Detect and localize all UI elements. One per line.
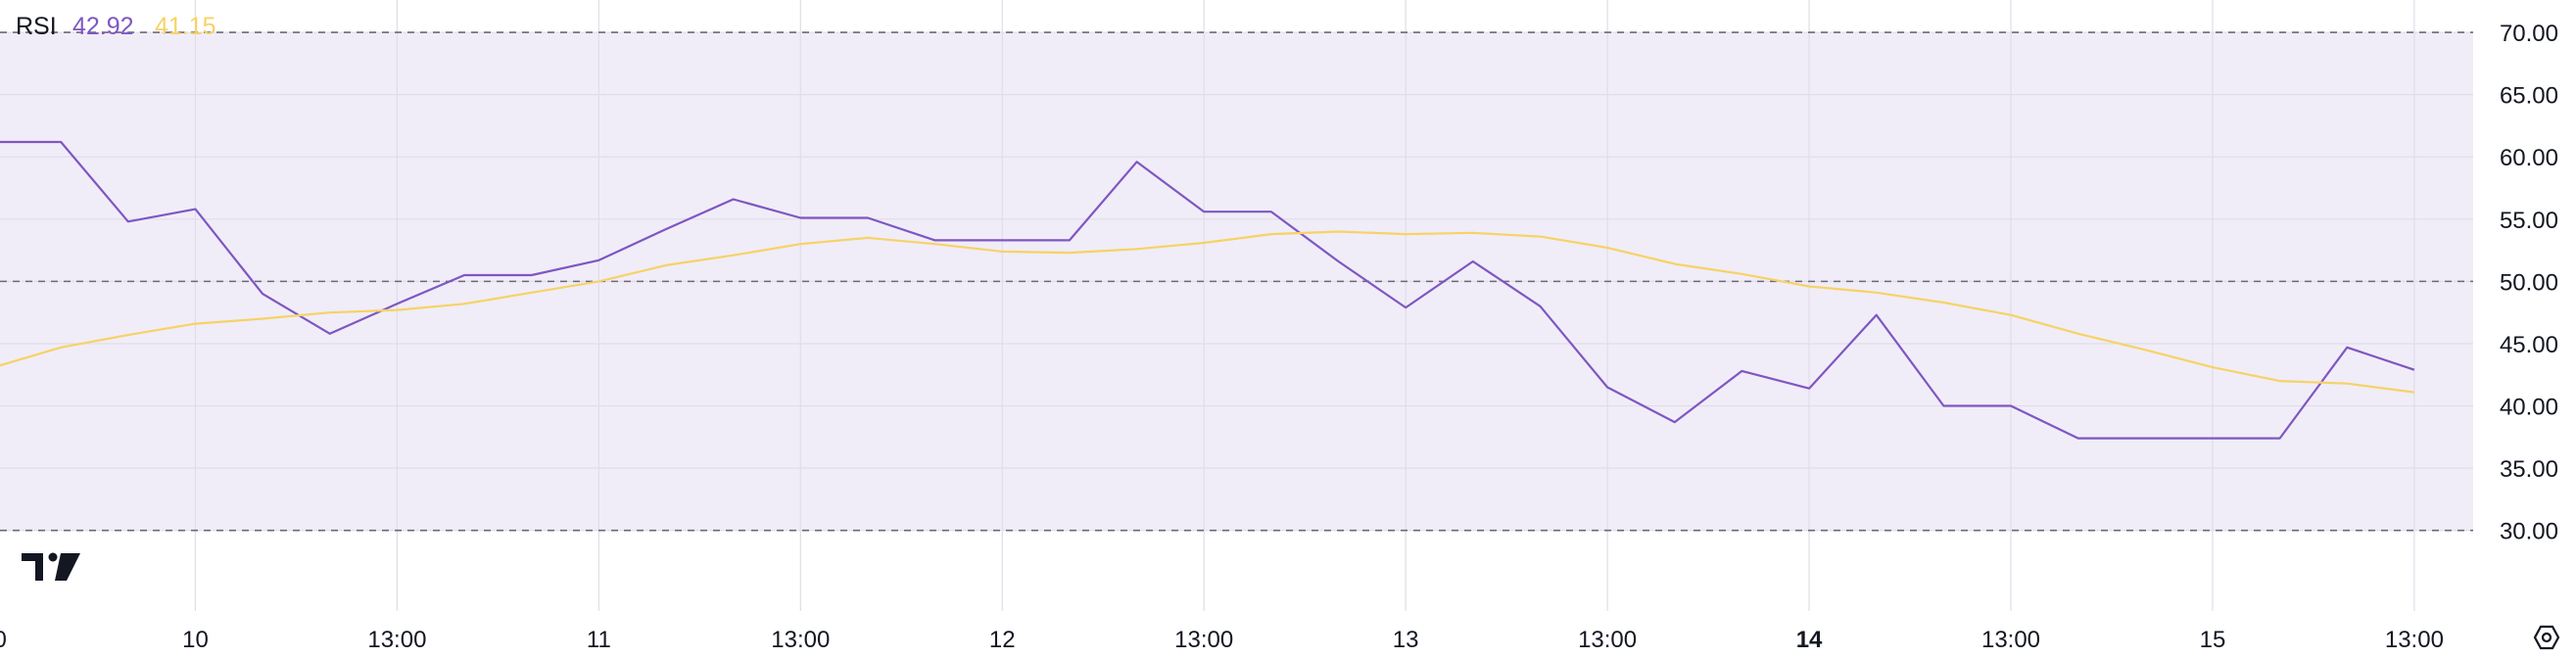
settings-gear-icon[interactable]	[2533, 625, 2560, 650]
x-axis[interactable]: 00 10 13:00 11 13:00 12 13:00 13 13:00 14 13:00 15 1…	[0, 627, 2444, 653]
y-tick-label: 65.00	[2500, 83, 2558, 110]
x-tick-label: 13:00	[367, 627, 426, 653]
x-tick-label: 00	[0, 627, 7, 653]
legend-indicator-name: RSI	[16, 13, 57, 40]
y-tick-label: 40.00	[2500, 395, 2558, 421]
y-axis[interactable]: 70.00 65.00 60.00 55.00 50.00 45.00 40.00 35.00…	[2500, 21, 2558, 545]
tradingview-logo-icon[interactable]	[22, 552, 80, 582]
y-tick-label: 70.00	[2500, 21, 2558, 47]
x-tick-label: 11	[587, 627, 611, 653]
legend-rsi-value: 42.92	[72, 13, 134, 40]
x-tick-label: 12	[989, 627, 1016, 653]
x-tick-label: 13:00	[2385, 627, 2444, 653]
rsi-ma-line	[0, 230, 2415, 394]
x-tick-label: 15	[2200, 627, 2226, 653]
x-tick-label: 13:00	[1981, 627, 2040, 653]
legend[interactable]: RSI 42.92 41.15	[16, 13, 216, 40]
y-tick-label: 60.00	[2500, 145, 2558, 171]
x-tick-label: 13:00	[771, 627, 830, 653]
x-tick-label: 14	[1796, 627, 1823, 653]
x-tick-label: 13:00	[1578, 627, 1637, 653]
band-lines	[0, 31, 2473, 532]
x-tick-label: 10	[182, 627, 209, 653]
rsi-line	[0, 140, 2415, 440]
y-tick-label: 30.00	[2500, 519, 2558, 545]
x-tick-label: 13:00	[1174, 627, 1233, 653]
series-lines	[0, 140, 2415, 440]
y-tick-label: 35.00	[2500, 456, 2558, 483]
y-tick-label: 55.00	[2500, 208, 2558, 234]
legend-ma-value: 41.15	[155, 13, 216, 40]
y-tick-label: 45.00	[2500, 332, 2558, 358]
x-tick-label: 13	[1393, 627, 1419, 653]
y-tick-label: 50.00	[2500, 269, 2558, 296]
